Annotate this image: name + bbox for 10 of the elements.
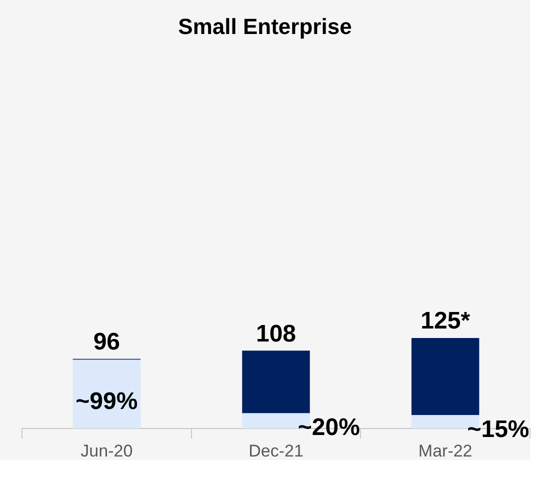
annotation: ~99% [76, 388, 138, 415]
x-tick-label: Jun-20 [80, 441, 133, 460]
annotation: ~15% [467, 416, 530, 444]
annotation: 125* [420, 308, 471, 335]
x-tick-label: Mar-22 [418, 441, 472, 460]
x-tick-label: Dec-21 [248, 441, 304, 460]
annotation: 96 [93, 328, 120, 356]
chart-title: Small Enterprise [177, 14, 353, 40]
annotation: ~20% [298, 414, 360, 442]
annotation: 108 [256, 320, 296, 348]
